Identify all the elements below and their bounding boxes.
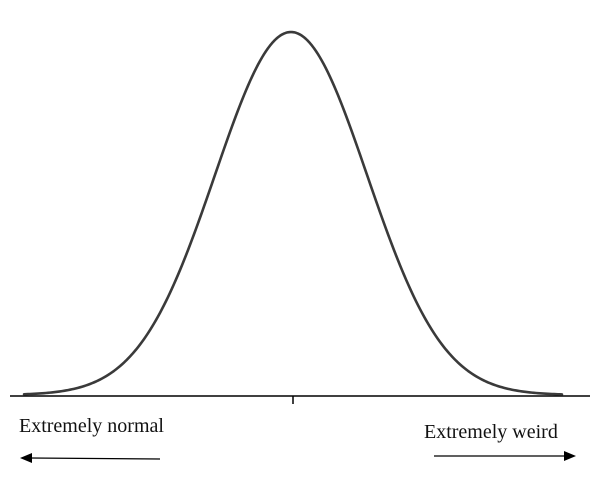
bell-curve: [22, 30, 564, 396]
right-arrow: [434, 451, 576, 461]
label-extremely-weird: Extremely weird: [424, 421, 558, 443]
left-arrow: [20, 453, 161, 463]
label-extremely-normal: Extremely normal: [19, 415, 164, 437]
